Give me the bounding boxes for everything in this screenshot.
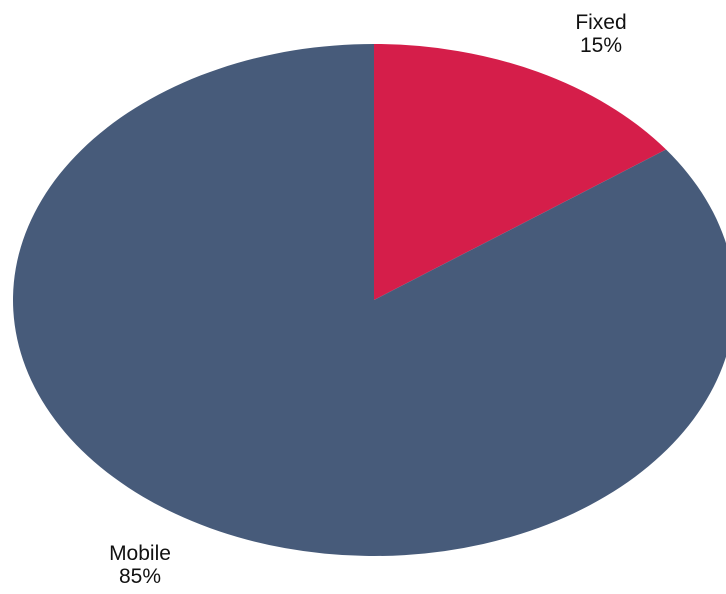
pie-label-percent: 15%	[580, 34, 622, 57]
pie-label-name: Fixed	[575, 11, 626, 34]
pie-slices	[13, 44, 726, 556]
pie-label-name: Mobile	[109, 542, 171, 565]
pie-label-percent: 85%	[119, 565, 161, 588]
pie-label-fixed: Fixed 15%	[575, 11, 626, 57]
pie-label-mobile: Mobile 85%	[109, 542, 171, 588]
